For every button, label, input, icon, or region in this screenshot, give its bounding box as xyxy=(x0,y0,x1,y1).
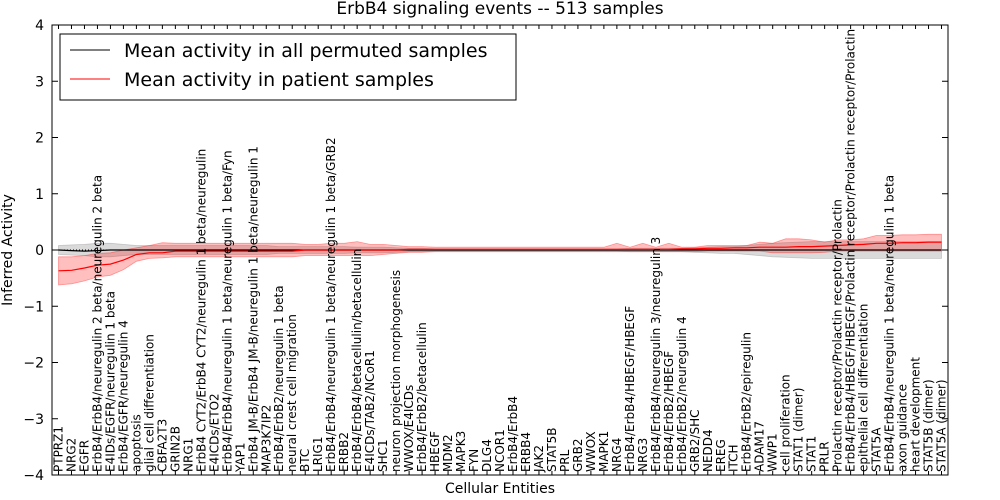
category-label: HBEGF xyxy=(428,431,442,472)
category-label: STAT5B xyxy=(545,428,559,473)
category-label: axon guidance xyxy=(896,384,910,472)
category-label: E4IDs/EGFR/neuregulin 1 beta xyxy=(103,291,117,472)
category-label: SHC1 xyxy=(376,439,390,472)
category-label: ErbB4/ErbB4/neuregulin 1 beta/neuregulin… xyxy=(883,175,897,472)
legend: Mean activity in all permuted samples Me… xyxy=(59,33,517,101)
y-tick-label: 1 xyxy=(35,187,44,203)
category-label: MDM2 xyxy=(441,434,455,472)
category-label: NRG1 xyxy=(181,438,195,472)
category-label: EREG xyxy=(714,439,728,472)
category-label: ErbB4/ErbB4/betacellulin/betacellulin xyxy=(350,249,364,472)
category-label: ErbB4/ErbB4/HBEGF/HBEGF/Prolactin recept… xyxy=(844,29,858,472)
category-label: ErbB4/ErbB2/betacellulin xyxy=(415,322,429,472)
series-line-patient xyxy=(58,241,942,272)
legend-box xyxy=(59,33,517,101)
category-label: NEDD4 xyxy=(701,429,715,472)
y-axis-ticks: 4 3 2 1 0 −1 −2 −3 −4 xyxy=(23,18,948,484)
category-label: BTC xyxy=(298,449,312,472)
y-tick-label: 0 xyxy=(35,243,44,259)
category-label: WWP1 xyxy=(766,433,780,472)
y-tick-label: −4 xyxy=(23,468,44,484)
category-label: ErbB4 CYT2/ErbB4 CYT2/neuregulin 1 beta/… xyxy=(194,149,208,472)
category-label: MAP3K7IP2 xyxy=(259,405,273,472)
category-label: ErbB4/ErbB4/neuregulin 1 beta/neuregulin… xyxy=(324,137,338,472)
category-label: neural crest cell migration xyxy=(285,314,299,472)
category-label: NCOR1 xyxy=(493,429,507,472)
category-label: FYN xyxy=(467,449,481,472)
category-label: ErbB4/ErbB2/neuregulin 4 xyxy=(675,316,689,472)
category-label: PTPRZ1 xyxy=(52,426,66,472)
category-label: ErbB4/ErbB4/neuregulin 2 beta/neuregulin… xyxy=(90,175,104,472)
x-axis-ticks xyxy=(57,25,943,475)
category-label: STAT1 xyxy=(805,436,819,472)
category-label: NRG2 xyxy=(65,438,79,472)
category-label: ErbB4/ErbB4/neuregulin 3/neuregulin 3 xyxy=(649,237,663,472)
category-label: ErbB4/EGFR/neuregulin 4 xyxy=(116,320,130,472)
category-label: MAPK1 xyxy=(597,431,611,472)
category-label: apoptosis xyxy=(129,414,143,472)
category-label: ErbB4/ErbB2/HBEGF xyxy=(662,351,676,472)
category-label: GRIN2B xyxy=(168,426,182,472)
category-label: ErbB4/ErbB2/neuregulin 1 beta xyxy=(272,285,286,472)
category-label: ERBB2 xyxy=(337,432,351,472)
category-label: GRB2/SHC xyxy=(688,409,702,472)
y-tick-label: 2 xyxy=(35,131,44,147)
category-label: EGFR xyxy=(78,440,92,472)
category-label: heart development xyxy=(909,357,923,472)
category-label: ITCH xyxy=(727,444,741,472)
category-label: Prolactin receptor/Prolactin receptor/Pr… xyxy=(831,199,845,472)
category-label: GRB2 xyxy=(571,438,585,472)
category-label: E4ICDs/ETO2 xyxy=(207,393,221,472)
y-tick-label: −3 xyxy=(23,412,44,428)
band-patient xyxy=(58,233,942,286)
legend-label-patient: Mean activity in patient samples xyxy=(124,69,434,91)
category-label: MAPK3 xyxy=(454,431,468,472)
category-label: PRLR xyxy=(818,441,832,472)
category-label: STAT5A (dimer) xyxy=(935,379,949,472)
category-label: ErbB4/ErbB4/neuregulin 1 beta/neuregulin… xyxy=(220,150,234,472)
category-label: YAP1 xyxy=(233,443,247,473)
category-label: NRG3 xyxy=(636,438,650,472)
y-tick-label: −1 xyxy=(23,299,44,315)
chart-title: ErbB4 signaling events -- 513 samples xyxy=(336,0,663,19)
category-label: JAK2 xyxy=(532,445,546,473)
category-label: STAT5A xyxy=(870,427,884,472)
category-label: E4ICDs/TAB2/NCoR1 xyxy=(363,350,377,472)
category-label: ErbB4/ErbB2/epiregulin xyxy=(740,332,754,472)
category-label: STAT1 (dimer) xyxy=(792,388,806,472)
category-label: cell proliferation xyxy=(779,374,793,472)
category-label: WWOX xyxy=(584,431,598,472)
y-tick-label: −2 xyxy=(23,356,44,372)
category-label: WWOX/E4ICDs xyxy=(402,385,416,472)
y-tick-label: 4 xyxy=(35,18,44,34)
category-label: ADAM17 xyxy=(753,421,767,472)
legend-label-permuted: Mean activity in all permuted samples xyxy=(124,40,487,62)
category-label: PRL xyxy=(558,449,572,472)
category-label: NRG4 xyxy=(610,438,624,472)
y-tick-label: 3 xyxy=(35,74,44,90)
category-label: glial cell differentiation xyxy=(142,334,156,472)
y-axis-label: Inferred Activity xyxy=(0,194,16,306)
category-label: ERBB4 xyxy=(519,432,533,472)
category-label: neuron projection morphogenesis xyxy=(389,270,403,472)
category-label: DLG4 xyxy=(480,439,494,472)
series-lines xyxy=(58,241,942,272)
category-label: epithelial cell differentiation xyxy=(857,304,871,472)
category-label: STAT5B (dimer) xyxy=(922,379,936,472)
category-label: ErbB4/ErbB4 xyxy=(506,396,520,472)
category-label: LRIG1 xyxy=(311,437,325,473)
x-axis-label: Cellular Entities xyxy=(445,481,555,497)
category-label: ErbB4/ErbB4/HBEGF/HBEGF xyxy=(623,306,637,472)
category-label: CBFA2T3 xyxy=(155,419,169,472)
category-label: ErbB4 JM-B/ErbB4 JM-B/neuregulin 1 beta/… xyxy=(246,146,260,472)
